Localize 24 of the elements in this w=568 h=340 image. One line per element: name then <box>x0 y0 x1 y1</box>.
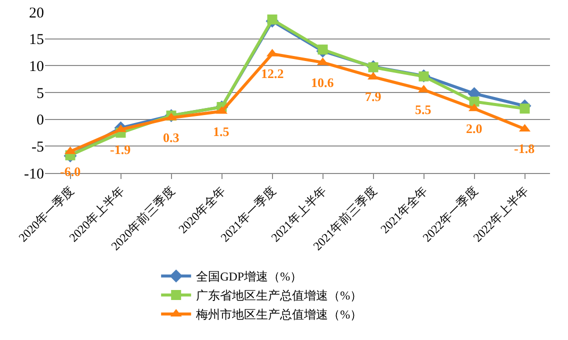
data-label: 10.6 <box>311 75 334 90</box>
data-label: 2.0 <box>466 121 482 136</box>
y-tick-label: 0 <box>36 112 44 129</box>
legend-label: 广东省地区生产总值增速（%） <box>196 288 362 303</box>
y-tick-label: 5 <box>36 86 44 102</box>
point <box>520 104 530 114</box>
y-tick-label: -5 <box>32 139 44 156</box>
data-label: -1.8 <box>514 141 536 156</box>
point <box>469 96 480 107</box>
point <box>318 44 328 55</box>
data-label: 0.3 <box>163 130 180 145</box>
data-label: 1.5 <box>213 124 230 139</box>
y-tick-label: 20 <box>29 5 44 22</box>
data-label: 5.5 <box>415 102 432 117</box>
data-label: 12.2 <box>261 66 284 81</box>
y-tick-label: 10 <box>29 58 44 75</box>
y-tick-label: 15 <box>29 32 44 48</box>
legend-label: 梅州市地区生产总值增速（%） <box>195 308 362 322</box>
data-label: 7.9 <box>365 89 382 104</box>
y-tick-label: -10 <box>24 166 44 182</box>
data-label: -1.9 <box>110 142 132 157</box>
point <box>267 14 278 25</box>
legend-label: 全国GDP增速（%） <box>196 270 302 284</box>
data-label: -6.0 <box>60 164 81 179</box>
